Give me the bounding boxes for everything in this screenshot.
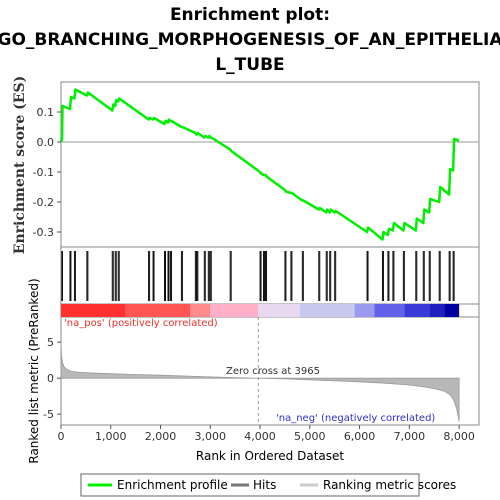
x-tick-label: 5,000: [294, 430, 326, 443]
x-tick-label: 1,000: [95, 430, 127, 443]
chart-title-line-2: GO_BRANCHING_MORPHOGENESIS_OF_AN_EPITHEL…: [0, 30, 500, 50]
metric-tick-label: 5: [47, 336, 54, 349]
hit-ticks: [61, 251, 455, 301]
metric-axis-label: Ranked list metric (PreRanked): [27, 278, 41, 463]
colorbar-segment: [258, 304, 300, 317]
es-axis-label: Enrichment score (ES): [12, 76, 28, 254]
metric-panel: [60, 316, 480, 426]
colorbar-segment: [125, 304, 191, 317]
x-tick-label: 6,000: [344, 430, 376, 443]
colorbar-segment: [299, 304, 355, 317]
legend-hits: Hits: [253, 478, 276, 492]
es-tick-label: 0.1: [37, 106, 55, 119]
legend-ranking-metric-scores: Ranking metric scores: [323, 478, 456, 492]
colorbar-segment: [61, 304, 126, 317]
neg-annotation: 'na_neg' (negatively correlated): [276, 413, 435, 424]
chart-title-line-1: Enrichment plot:: [170, 5, 330, 25]
zero-cross-annotation: Zero cross at 3965: [226, 366, 320, 377]
ranking-metric-area-shape: [60, 342, 460, 422]
x-tick-label: 7,000: [394, 430, 426, 443]
enrichment-profile: [59, 88, 460, 241]
metric-tick-label: 0: [47, 372, 54, 385]
metric-tick-label: -5: [43, 408, 54, 421]
colorbar-segment: [210, 304, 259, 317]
colorbar-segment: [374, 304, 405, 317]
x-tick-label: 4,000: [244, 430, 276, 443]
x-tick-label: 2,000: [145, 430, 177, 443]
es-tick-label: -0.3: [33, 226, 54, 239]
ranking-metric-area: [60, 342, 460, 422]
colorbar-segment: [444, 304, 460, 317]
chart-title-line-3: L_TUBE: [215, 55, 284, 75]
x-axis-label: Rank in Ordered Dataset: [196, 449, 344, 463]
legend-enrichment-profile: Enrichment profile: [117, 478, 228, 492]
es-tick-label: -0.2: [33, 196, 54, 209]
es-tick-label: -0.1: [33, 166, 54, 179]
enrichment-profile-line: [59, 88, 460, 241]
pos-annotation: 'na_pos' (positively correlated): [64, 318, 218, 329]
colorbar-segment: [190, 304, 211, 317]
legend-box: [80, 473, 420, 497]
x-tick-label: 3,000: [195, 430, 227, 443]
hits-panel: [60, 246, 480, 305]
colorbar-segment: [354, 304, 375, 317]
x-tick-label: 0: [58, 430, 65, 443]
es-tick-label: 0.0: [37, 136, 55, 149]
es-panel: [60, 81, 480, 248]
axis-ticks: 0 1,000 2,000 3,000 4,000 5,000 6,000 7,000 8,00…: [33, 106, 475, 443]
ranking-colorbar: [61, 304, 460, 317]
x-tick-label: 8,000: [443, 430, 475, 443]
colorbar-segment: [404, 304, 430, 317]
colorbar-segment: [429, 304, 445, 317]
